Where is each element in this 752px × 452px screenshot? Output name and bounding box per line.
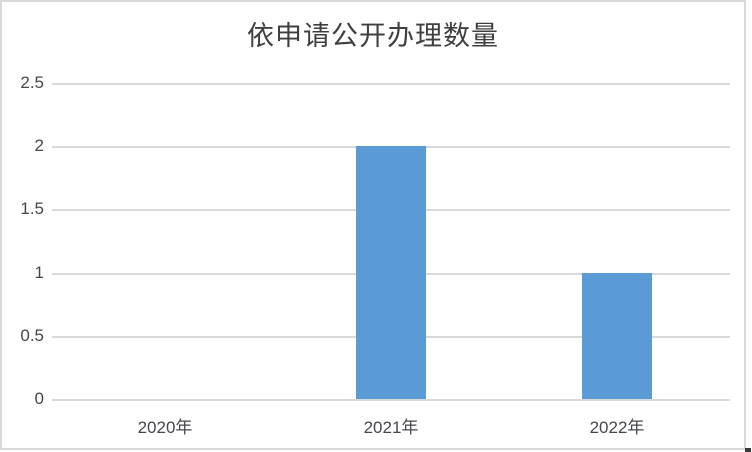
x-axis-tick-label: 2022年 xyxy=(589,418,645,437)
y-axis-tick-label: 0.5 xyxy=(20,326,44,345)
resize-handle-dot xyxy=(745,448,751,452)
y-axis-tick-label: 1 xyxy=(34,263,44,282)
y-axis-tick-label: 2.5 xyxy=(20,73,44,92)
plot-area xyxy=(52,83,730,401)
gridline-y-2.5 xyxy=(52,83,730,85)
x-axis-tick-label: 2020年 xyxy=(137,418,193,437)
bar-2021年 xyxy=(356,146,426,399)
y-axis-tick-label: 1.5 xyxy=(20,199,44,218)
y-axis-tick-label: 0 xyxy=(34,389,44,408)
bar-2022年 xyxy=(582,273,652,399)
y-axis-tick-label: 2 xyxy=(34,136,44,155)
x-axis-tick-label: 2021年 xyxy=(363,418,419,437)
chart-title: 依申请公开办理数量 xyxy=(247,21,499,51)
